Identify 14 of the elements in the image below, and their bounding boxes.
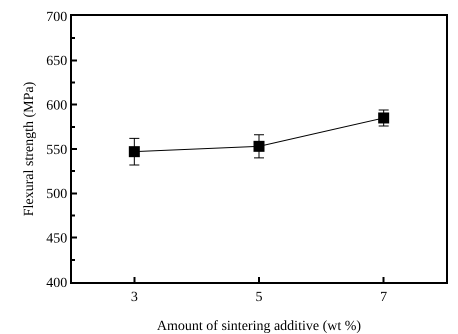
x-tick-label: 3 [130, 290, 138, 305]
y-tick-label: 500 [46, 187, 68, 202]
y-tick-label: 700 [46, 10, 68, 25]
point [254, 140, 264, 152]
y-axis-title: Flexural strength (MPa) [22, 81, 37, 216]
y-tick-label: 650 [46, 54, 68, 70]
point [128, 146, 140, 158]
y-tick-label: 400 [46, 276, 68, 291]
x-axis-title: Amount of sintering additive (wt %) [156, 319, 362, 334]
y-tick-label: 550 [46, 142, 68, 158]
y-tick-label: 450 [46, 232, 68, 247]
x-tick-label: 7 [380, 290, 388, 305]
y-tick-label: 600 [46, 98, 68, 114]
x-tick-label: 5 [256, 290, 262, 305]
